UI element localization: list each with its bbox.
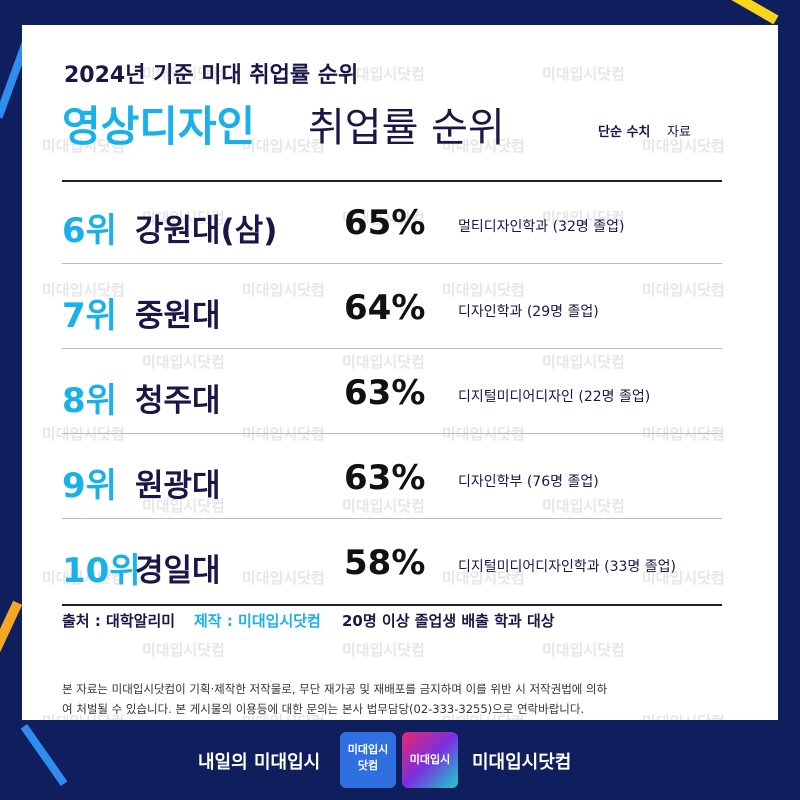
title-highlight: 영상디자인: [62, 102, 256, 151]
watermark: 미대입시닷컴: [242, 711, 325, 720]
brand: 미대입시닷컴: [472, 752, 572, 773]
rate: 58%: [344, 543, 426, 583]
watermark: 미대입시닷컴: [342, 641, 425, 659]
watermark: 미대입시닷컴: [142, 65, 225, 83]
department: 디지털미디어디자인학과 (33명 졸업): [458, 559, 676, 575]
watermark: 미대입시닷컴: [42, 281, 125, 299]
watermark: 미대입시닷컴: [142, 209, 225, 227]
watermark: 미대입시닷컴: [142, 641, 225, 659]
watermark: 미대입시닷컴: [442, 711, 525, 720]
watermark: 미대입시닷컴: [42, 569, 125, 587]
school: 청주대: [135, 383, 221, 419]
watermark: 미대입시닷컴: [642, 711, 725, 720]
watermark: 미대입시닷컴: [142, 353, 225, 371]
watermark: 미대입시닷컴: [642, 281, 725, 299]
criteria: 20명 이상 졸업생 배출 학과 대상: [342, 612, 555, 630]
watermark: 미대입시닷컴: [342, 209, 425, 227]
rule: [62, 433, 722, 434]
department: 멀티디자인학과 (32명 졸업): [458, 219, 625, 235]
watermark: 미대입시닷컴: [642, 569, 725, 587]
logo: 미대입시: [402, 732, 458, 788]
logo-text: 미대입시: [347, 743, 389, 756]
watermark: 미대입시닷컴: [542, 65, 625, 83]
source: 출처 : 대학알리미: [62, 612, 176, 630]
watermark: 미대입시닷컴: [42, 137, 125, 155]
school: 강원대(삼): [135, 213, 278, 249]
watermark: 미대입시닷컴: [542, 209, 625, 227]
watermark: 미대입시닷컴: [242, 137, 325, 155]
school: 경일대: [135, 553, 221, 589]
rank: 6위: [62, 211, 117, 251]
watermark: 미대입시닷컴: [542, 497, 625, 515]
department: 디자인학부 (76명 졸업): [458, 474, 599, 490]
department: 디지털미디어디자인 (22명 졸업): [458, 389, 651, 405]
rule: [62, 348, 722, 349]
watermark: 미대입시닷컴: [342, 353, 425, 371]
watermark: 미대입시닷컴: [442, 569, 525, 587]
rate: 65%: [344, 203, 426, 243]
watermark: 미대입시닷컴: [442, 425, 525, 443]
note: 자료: [667, 125, 691, 140]
watermark: 미대입시닷컴: [342, 497, 425, 515]
rank: 8위: [62, 381, 117, 421]
rate: 63%: [344, 458, 426, 498]
rule: [62, 263, 722, 264]
rank: 9위: [62, 466, 117, 506]
disclaimer: 본 자료는 미대입시닷컴이 기획·제작한 저작물로, 무단 재가공 및 재배포를…: [62, 682, 608, 696]
rule: [62, 518, 722, 519]
rate: 63%: [344, 373, 426, 413]
disclaimer: 여 처벌될 수 있습니다. 본 게시물의 이용등에 대한 문의는 본사 법무담당…: [62, 702, 585, 716]
school: 원광대: [135, 468, 221, 504]
rank: 10위: [62, 551, 141, 591]
logo: 미대입시 닷컴: [340, 732, 396, 788]
watermark: 미대입시닷컴: [542, 641, 625, 659]
watermark: 미대입시닷컴: [342, 65, 425, 83]
school: 중원대: [135, 298, 221, 334]
watermark: 미대입시닷컴: [442, 281, 525, 299]
logo-text: 닷컴: [357, 759, 379, 772]
maker: 제작 : 미대입시닷컴: [194, 612, 321, 630]
title: 취업률 순위: [308, 105, 505, 151]
watermark: 미대입시닷컴: [42, 711, 125, 720]
rule: [62, 604, 722, 606]
subtitle: 2024년 기준 미대 취업률 순위: [64, 63, 359, 88]
watermark: 미대입시닷컴: [642, 425, 725, 443]
rule: [62, 180, 722, 182]
watermark: 미대입시닷컴: [242, 425, 325, 443]
watermark: 미대입시닷컴: [242, 569, 325, 587]
rate: 64%: [344, 288, 426, 328]
card: 미대입시닷컴 미대입시닷컴 미대입시닷컴 미대입시닷컴 미대입시닷컴 미대입시닷컴 미대입시…: [22, 25, 778, 720]
rank: 7위: [62, 296, 117, 336]
note-bold: 단순 수치: [598, 125, 651, 140]
watermark: 미대입시닷컴: [542, 353, 625, 371]
watermark: 미대입시닷컴: [642, 137, 725, 155]
watermark: 미대입시닷컴: [442, 137, 525, 155]
watermark: 미대입시닷컴: [42, 425, 125, 443]
watermark: 미대입시닷컴: [142, 497, 225, 515]
slogan: 내일의 미대입시: [198, 752, 321, 773]
department: 디자인학과 (29명 졸업): [458, 304, 599, 320]
watermark: 미대입시닷컴: [242, 281, 325, 299]
